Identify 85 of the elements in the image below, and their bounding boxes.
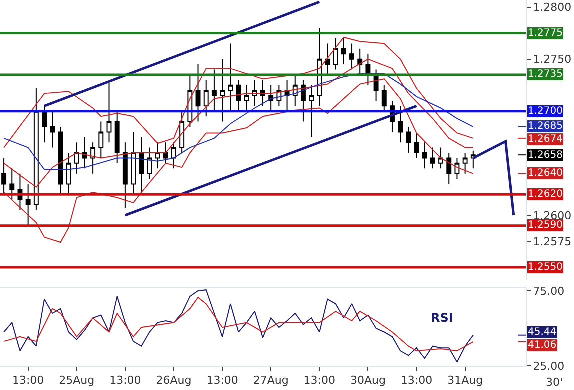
y-tick-label: 1.2750 bbox=[533, 53, 572, 66]
candlestick bbox=[244, 84, 250, 112]
candlestick bbox=[220, 58, 226, 122]
candlestick bbox=[10, 168, 15, 200]
candlestick bbox=[58, 126, 64, 196]
candlestick bbox=[350, 43, 354, 70]
candlestick bbox=[42, 106, 47, 144]
candlestick bbox=[252, 80, 258, 107]
candlestick bbox=[358, 48, 363, 76]
line-series bbox=[4, 58, 474, 188]
x-tick-label: 13:00 bbox=[206, 374, 238, 388]
candlestick bbox=[414, 132, 420, 159]
candlestick bbox=[268, 84, 274, 112]
x-tick-label: 13:00 bbox=[110, 374, 142, 388]
candlestick bbox=[236, 80, 242, 112]
candlestick bbox=[196, 64, 201, 122]
candlestick bbox=[163, 142, 168, 164]
annotation: 1.2640 bbox=[528, 168, 563, 179]
x-tick-label: 13:00 bbox=[304, 374, 336, 388]
annotation: 1.2685 bbox=[528, 121, 563, 132]
candlestick bbox=[382, 84, 387, 112]
x-tick-label: 31Aug bbox=[448, 374, 484, 388]
annotation: 1.2674 bbox=[528, 134, 563, 145]
candlestick bbox=[398, 106, 404, 144]
candlestick bbox=[98, 121, 104, 159]
candlestick bbox=[438, 147, 444, 170]
candlestick bbox=[366, 54, 371, 86]
x-axis-title: 30' bbox=[546, 376, 564, 389]
line-series bbox=[4, 36, 474, 148]
ref-line-label: 1.2550 bbox=[528, 262, 563, 273]
x-tick-label: 13:00 bbox=[12, 374, 44, 388]
candlestick bbox=[34, 88, 39, 211]
candlestick bbox=[374, 69, 379, 102]
line-series bbox=[4, 290, 474, 363]
x-tick-label: 13:00 bbox=[400, 374, 433, 388]
y-tick-label: 75.00 bbox=[533, 284, 565, 298]
y-tick-label: 1.2800 bbox=[533, 1, 572, 14]
candlestick bbox=[212, 69, 217, 112]
candlestick bbox=[454, 158, 460, 180]
candlestick bbox=[204, 80, 209, 118]
candlestick bbox=[180, 110, 185, 154]
x-tick-label: 25Aug bbox=[59, 374, 95, 388]
candlestick bbox=[406, 126, 412, 154]
candlestick bbox=[462, 152, 468, 174]
ref-line-label: 1.2590 bbox=[528, 220, 563, 231]
candlestick bbox=[260, 80, 266, 107]
series-label: RSI bbox=[431, 311, 454, 325]
ref-line-label: 1.2700 bbox=[528, 106, 563, 117]
line-series bbox=[4, 297, 474, 352]
x-tick-label: 30Aug bbox=[350, 374, 386, 388]
candlestick bbox=[122, 142, 128, 209]
y-tick-label: 1.2575 bbox=[533, 235, 572, 248]
candlestick bbox=[74, 142, 80, 174]
candlestick bbox=[106, 82, 112, 144]
candlestick bbox=[228, 43, 234, 112]
x-tick-label: 27Aug bbox=[253, 374, 289, 388]
candlestick bbox=[341, 38, 346, 66]
candlestick bbox=[446, 152, 452, 185]
ref-line-label: 1.2735 bbox=[528, 69, 563, 80]
annotation: 1.2658 bbox=[528, 150, 563, 161]
candlestick bbox=[172, 142, 176, 170]
ref-line-label: 1.2775 bbox=[528, 28, 563, 39]
candlestick bbox=[2, 158, 7, 196]
x-tick-label: 26Aug bbox=[156, 374, 192, 388]
candlestick bbox=[309, 84, 314, 138]
candlestick bbox=[82, 136, 88, 170]
candlestick bbox=[139, 136, 144, 196]
candlestick bbox=[155, 142, 160, 170]
candlestick bbox=[325, 43, 330, 76]
candlestick bbox=[147, 147, 152, 180]
candlestick bbox=[430, 147, 436, 170]
ref-line-label: 1.2620 bbox=[528, 189, 563, 200]
candlestick bbox=[26, 184, 31, 226]
text: 41.06 bbox=[528, 340, 557, 351]
candlestick bbox=[114, 110, 120, 164]
candlestick bbox=[131, 132, 136, 196]
candlestick bbox=[66, 152, 72, 196]
candlestick bbox=[50, 110, 56, 148]
line-series bbox=[4, 78, 474, 244]
text: 45.44 bbox=[528, 327, 557, 338]
line-series bbox=[4, 73, 474, 170]
y-tick-label: 25.00 bbox=[533, 360, 565, 373]
candlestick bbox=[333, 38, 338, 70]
candlestick bbox=[422, 142, 428, 170]
candlestick bbox=[90, 142, 96, 174]
